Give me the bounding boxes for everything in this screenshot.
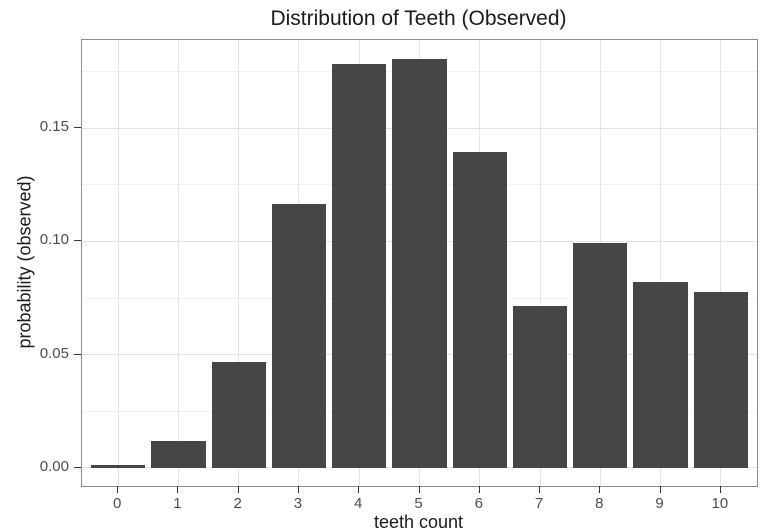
bar [91, 464, 146, 468]
x-tick-label: 6 [474, 495, 483, 512]
y-tick-label: 0.05 [39, 344, 69, 362]
gridline-major-x [177, 40, 179, 486]
bar [332, 63, 387, 468]
x-tick-mark [719, 486, 721, 493]
x-tick-mark [358, 486, 360, 493]
gridline-major-x [660, 40, 662, 486]
x-tick-label: 4 [354, 495, 363, 512]
x-tick-label: 2 [233, 495, 242, 512]
bar [392, 58, 447, 468]
x-tick-label: 8 [595, 495, 604, 512]
bar [211, 361, 266, 468]
x-tick-mark [599, 486, 601, 493]
x-axis-title: teeth count [373, 512, 464, 532]
bar [573, 242, 628, 468]
x-tick-mark [478, 486, 480, 493]
y-tick-mark [74, 466, 81, 468]
y-axis-title: probability (observed) [14, 175, 35, 349]
bar [512, 306, 568, 468]
bar [151, 440, 206, 468]
x-tick-mark [297, 486, 299, 493]
x-tick-mark [237, 486, 239, 493]
y-tick-mark [74, 240, 81, 242]
y-tick-label: 0.15 [39, 118, 69, 136]
x-tick-mark [117, 486, 119, 493]
bar [452, 152, 507, 468]
y-tick-mark [74, 353, 81, 355]
chart-title: Distribution of Teeth (Observed) [270, 7, 567, 30]
x-tick-mark [418, 486, 420, 493]
bar [271, 204, 327, 468]
bar [633, 281, 688, 468]
x-tick-mark [177, 486, 179, 493]
plot-panel [81, 39, 758, 487]
x-tick-label: 0 [112, 495, 122, 512]
y-tick-label: 0.00 [39, 457, 69, 475]
y-tick-label: 0.10 [39, 231, 69, 249]
gridline-major-x [720, 40, 722, 486]
x-tick-label: 5 [414, 495, 423, 512]
x-tick-mark [659, 486, 661, 493]
x-tick-label: 9 [655, 495, 664, 512]
x-tick-label: 3 [293, 495, 303, 512]
gridline-major-x [539, 40, 541, 486]
gridline-major-x [117, 40, 119, 486]
x-tick-label: 1 [173, 495, 182, 512]
bar [693, 291, 748, 468]
gridline-major-x [238, 40, 240, 486]
x-tick-label: 10 [711, 495, 729, 512]
x-tick-label: 7 [534, 495, 544, 512]
y-tick-mark [74, 127, 81, 129]
x-tick-mark [539, 486, 541, 493]
